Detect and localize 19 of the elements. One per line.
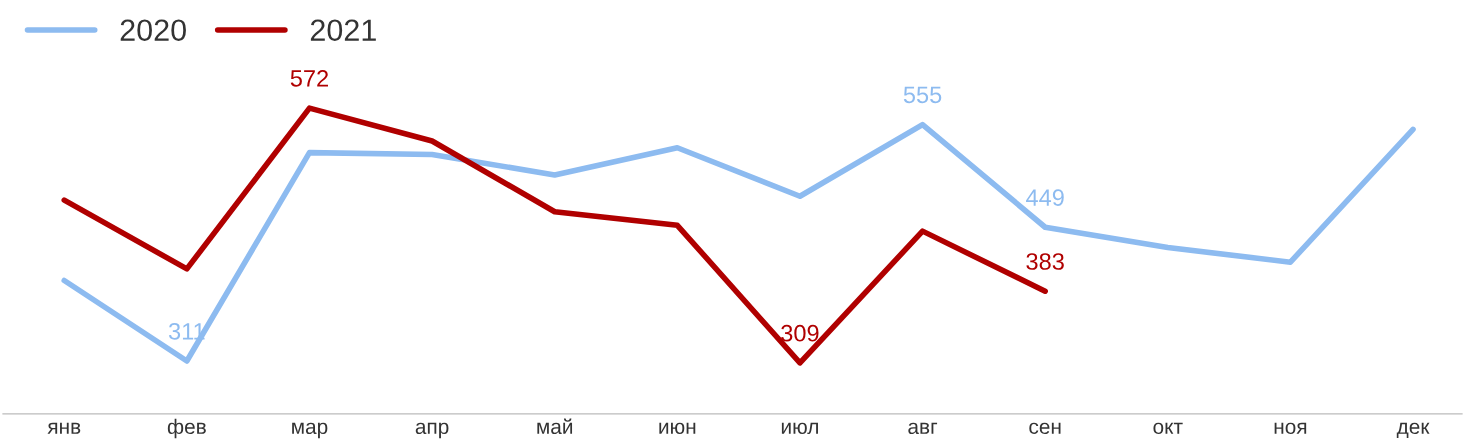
x-tick-label: мар	[292, 422, 328, 439]
x-tick-label: окт	[1153, 422, 1183, 435]
data-label: 572	[290, 70, 328, 87]
x-tick-label: дек	[1396, 422, 1430, 438]
data-label: 449	[1026, 189, 1064, 206]
x-tick-label: июн	[659, 422, 696, 435]
data-label: 383	[1026, 253, 1064, 270]
legend-label: 2021	[310, 19, 376, 42]
data-label: 555	[903, 86, 942, 104]
x-tick-label: май	[537, 418, 573, 435]
x-tick-label: апр	[415, 422, 449, 439]
x-tick-label: ноя	[1274, 422, 1307, 435]
x-tick-label: фев	[167, 418, 206, 439]
data-label: 309	[781, 324, 819, 342]
x-tick-label: июл	[781, 422, 818, 435]
legend-label: 2020	[120, 19, 186, 42]
x-tick-label: сен	[1029, 422, 1061, 435]
x-tick-label: авг	[908, 422, 938, 435]
x-tick-label: янв	[47, 422, 81, 434]
